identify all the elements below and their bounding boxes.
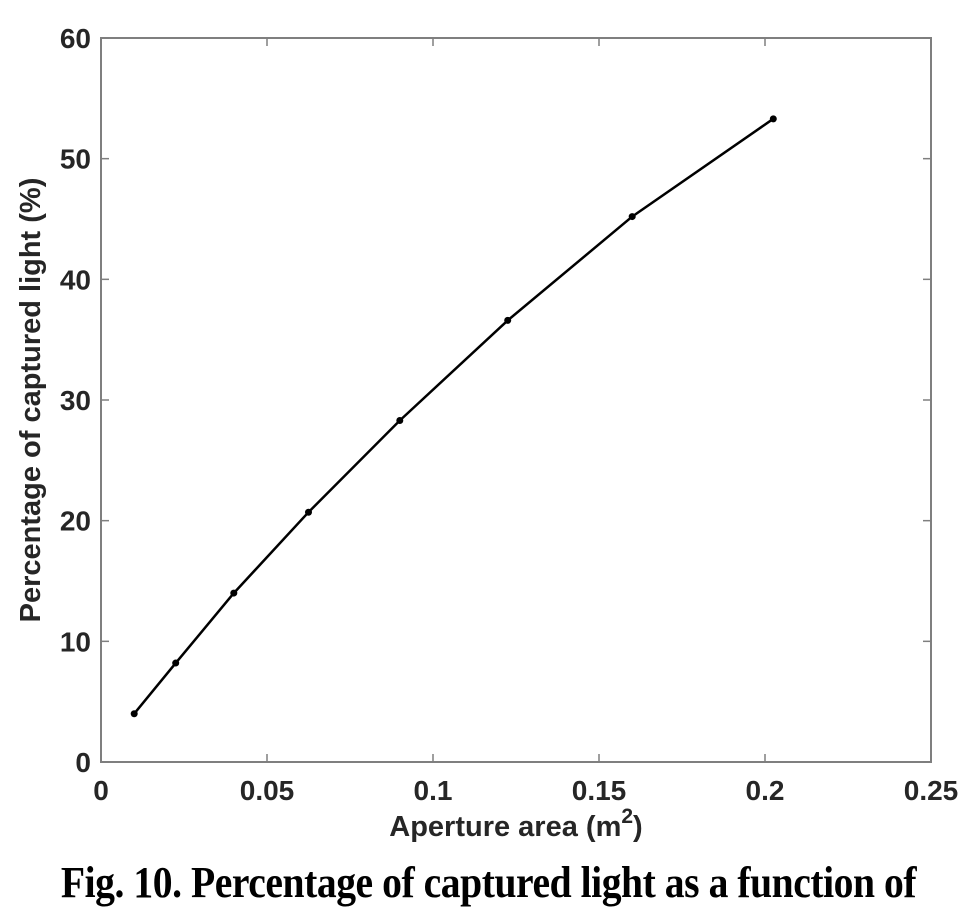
x-axis-label-superscript: 2: [621, 805, 633, 828]
x-tick-label: 0.25: [904, 775, 959, 806]
y-tick-label: 20: [60, 506, 91, 537]
x-axis-label-text: Aperture area (m: [389, 811, 621, 843]
figure-caption: Fig. 10. Percentage of captured light as…: [60, 858, 917, 907]
y-axis-label: Percentage of captured light (%): [15, 178, 47, 623]
y-tick-label: 60: [60, 23, 91, 54]
data-point-marker: [305, 508, 312, 516]
x-axis-label-close: ): [633, 811, 643, 843]
y-tick-label: 40: [60, 264, 91, 295]
data-point-marker: [504, 316, 512, 324]
y-tick-label: 50: [60, 144, 91, 175]
series-line: [133, 117, 775, 715]
y-tick-label: 0: [75, 747, 91, 778]
x-axis-label: Aperture area (m2): [389, 805, 642, 843]
x-tick-label: 0.05: [240, 775, 295, 806]
data-point-marker: [628, 213, 636, 221]
data-point-marker: [396, 417, 404, 425]
plot-frame: [100, 37, 932, 763]
data-point-marker: [769, 115, 777, 123]
x-tick-label: 0.2: [746, 775, 785, 806]
line-chart: 0 0.05 0.1 0.15 0.2 0.25 0 10 20 30 40 50 60 Percent…: [15, 23, 958, 843]
y-tick-label: 30: [60, 385, 91, 416]
data-point-marker: [172, 659, 180, 667]
tick-labels: 0 0.05 0.1 0.15 0.2 0.25 0 10 20 30 40 50 60: [60, 23, 958, 806]
y-tick-label: 10: [60, 626, 91, 657]
axes-box: [100, 37, 932, 763]
x-tick-label: 0.1: [414, 775, 453, 806]
data-point-marker: [130, 710, 138, 718]
x-tick-label: 0: [93, 775, 109, 806]
data-series: [130, 115, 777, 718]
data-point-marker: [230, 589, 238, 597]
axis-ticks: [100, 37, 932, 763]
x-tick-label: 0.15: [572, 775, 627, 806]
